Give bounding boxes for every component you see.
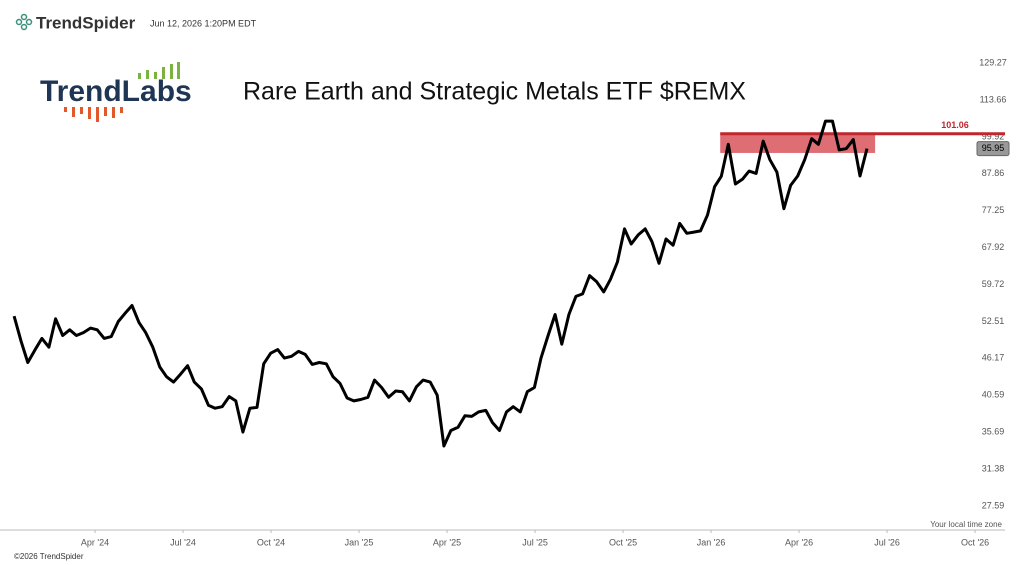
brand: TrendSpider — [36, 13, 136, 32]
logo: TrendLabs — [40, 75, 192, 108]
x-tick-label: Apr '26 — [785, 537, 813, 547]
chart-title: Rare Earth and Strategic Metals ETF $REM… — [243, 78, 746, 106]
y-tick-label: 87.86 — [982, 168, 1005, 178]
y-tick-label: 113.66 — [980, 94, 1007, 104]
x-tick-label: Oct '26 — [961, 537, 989, 547]
x-tick-label: Jan '26 — [697, 537, 726, 547]
y-tick-label: 59.72 — [982, 279, 1005, 289]
last-price-tag — [976, 141, 1010, 157]
x-tick-label: Jul '25 — [522, 537, 548, 547]
x-tick-label: Apr '25 — [433, 537, 461, 547]
x-tick-label: Oct '25 — [609, 537, 637, 547]
logo-bars — [64, 62, 180, 122]
y-tick-label: 31.38 — [982, 463, 1005, 473]
y-tick-label: 46.17 — [982, 353, 1005, 363]
y-tick-label: 129.27 — [979, 57, 1007, 67]
timestamp: Jun 12, 2026 1:20PM EDT — [150, 18, 257, 28]
y-tick-label: 67.92 — [982, 242, 1005, 252]
y-tick-label: 27.59 — [982, 500, 1005, 510]
copyright: ©2026 TrendSpider — [14, 552, 84, 561]
x-tick-label: Jul '26 — [874, 537, 900, 547]
last-price-label: 95.95 — [982, 143, 1005, 153]
y-tick-label: 52.51 — [982, 316, 1005, 326]
x-tick-label: Oct '24 — [257, 537, 285, 547]
y-tick-label: 35.69 — [982, 427, 1005, 437]
y-tick-label: 99.92 — [982, 131, 1005, 141]
x-tick-label: Apr '24 — [81, 537, 109, 547]
timezone-note: Your local time zone — [930, 520, 1002, 529]
y-tick-label: 77.25 — [982, 205, 1005, 215]
x-tick-label: Jul '24 — [170, 537, 196, 547]
x-tick-label: Jan '25 — [345, 537, 374, 547]
price-line — [12, 119, 869, 448]
resistance-label: 101.06 — [941, 120, 969, 130]
y-tick-label: 40.59 — [982, 390, 1005, 400]
brand-icon — [15, 13, 33, 31]
